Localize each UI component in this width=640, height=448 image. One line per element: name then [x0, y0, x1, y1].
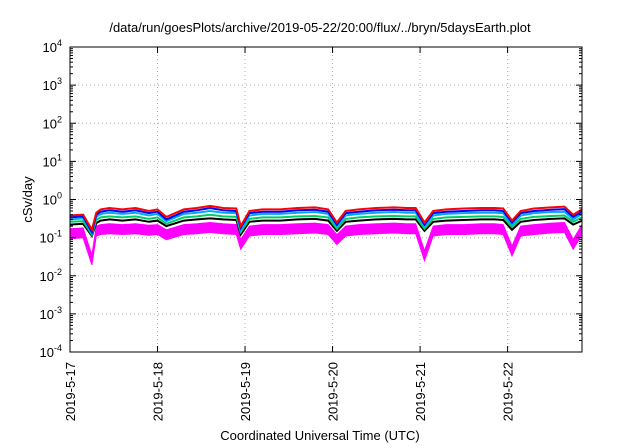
y-tick-label: 102	[43, 114, 62, 131]
y-tick-label: 101	[43, 152, 62, 169]
axis-ticks: 10-4 10-3 10-2 10-1 100 101 102 103 104 2019-5-17…	[40, 38, 582, 421]
x-tick-label: 2019-5-17	[63, 362, 78, 421]
y-tick-label: 10-2	[40, 267, 62, 284]
y-tick-label: 10-4	[40, 343, 62, 360]
y-tick-label: 104	[43, 38, 62, 55]
series-line	[69, 206, 583, 235]
y-tick-label: 100	[43, 191, 62, 208]
chart-title: /data/run/goesPlots/archive/2019-05-22/2…	[109, 20, 531, 35]
series-line	[69, 204, 583, 233]
x-tick-label: 2019-5-18	[151, 362, 166, 421]
series-line	[69, 217, 583, 239]
y-tick-label: 10-3	[40, 305, 62, 322]
y-axis-label: cSv/day	[20, 176, 35, 223]
y-tick-label: 10-1	[40, 229, 62, 246]
data-series	[69, 204, 583, 266]
x-tick-label: 2019-5-22	[501, 362, 516, 421]
grid-lines	[70, 47, 582, 352]
series-line	[69, 209, 583, 236]
series-line	[69, 213, 583, 237]
x-axis-label: Coordinated Universal Time (UTC)	[220, 428, 420, 443]
x-tick-label: 2019-5-19	[238, 362, 253, 421]
y-tick-label: 103	[43, 76, 62, 93]
x-tick-label: 2019-5-21	[413, 362, 428, 421]
x-tick-label: 2019-5-20	[326, 362, 341, 421]
series-band	[69, 221, 583, 266]
